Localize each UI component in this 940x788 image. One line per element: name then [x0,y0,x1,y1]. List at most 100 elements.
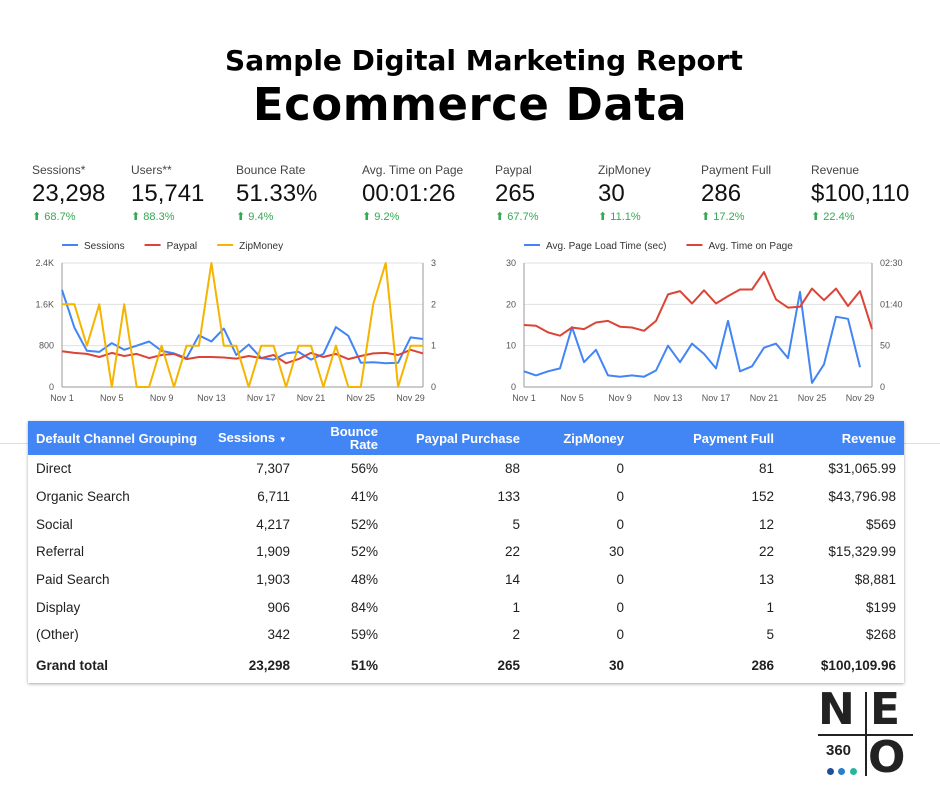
table-cell: 0 [616,489,624,505]
logo-letter-e: E [870,684,901,735]
kpi-value: 30 [598,180,625,207]
table-cell: 52% [350,544,378,560]
col-header-bounce-rate[interactable]: Bounce Rate [330,424,378,452]
table-cell: 30 [608,544,624,560]
logo-dot [827,768,834,775]
legend-label: Sessions [84,241,125,252]
kpi-value: 00:01:26 [362,180,456,207]
table-cell: Social [36,516,73,532]
y-left-tick-label: 800 [39,341,54,351]
kpi-revenue: Revenue $100,110 ⬆ 22.4% [811,163,909,223]
x-tick-label: Nov 21 [750,393,779,403]
table-cell: 81 [758,461,774,477]
kpi-value: 15,741 [131,180,205,207]
col-header-revenue[interactable]: Revenue [841,430,896,446]
load-time-chart: 0 10 20 30 0 50 01:40 02:30 Nov 1 Nov 5 Nov 9 Nov 1… [470,230,940,410]
x-tick-label: Nov 13 [197,393,226,403]
table-cell: 88 [504,461,520,477]
channel-table: Default Channel Grouping Sessions ▼ Boun… [28,421,904,683]
arrow-up-icon: ⬆ [811,211,821,223]
table-cell: 1 [512,599,520,615]
col-header-sessions[interactable]: Sessions ▼ [218,429,287,445]
y-left-tick-label: 1.6K [35,299,54,309]
y-right-tick-label: 50 [880,341,890,351]
table-total-cell: 51% [350,658,378,674]
neo360-logo: N E O 360 [818,688,913,780]
col-header-paypal-purchase[interactable]: Paypal Purchase [415,430,520,446]
legend-label: Paypal [167,241,198,252]
kpi-label: Avg. Time on Page [362,163,464,177]
table-row: Organic Search 6,711 41% 133 0 152 $43,796.98 [28,483,904,511]
table-cell: Organic Search [36,489,130,505]
table-cell: 6,711 [257,489,290,505]
kpi-value: 23,298 [32,180,106,207]
x-tick-label: Nov 17 [702,393,731,403]
table-cell: 2 [512,627,520,643]
table-cell: 41% [350,489,378,505]
kpi-zipmoney: ZipMoney 30 ⬆ 11.1% [598,163,651,223]
arrow-up-icon: ⬆ [236,211,246,223]
table-total-cell: 30 [608,658,624,674]
kpi-change: ⬆ 22.4% [811,211,855,223]
kpi-change: ⬆ 9.2% [362,211,400,223]
table-cell: 0 [616,599,624,615]
logo-dots [827,762,857,780]
kpi-value: 265 [495,180,536,207]
kpi-paypal: Paypal 265 ⬆ 67.7% [495,163,538,223]
sort-desc-icon: ▼ [278,434,287,444]
y-left-tick-label: 2.4K [35,258,54,268]
table-cell: 906 [267,599,290,615]
y-right-tick-label: 2 [431,299,436,309]
table-cell: Paid Search [36,572,110,588]
legend-label: ZipMoney [239,241,283,252]
y-right-tick-label: 1 [431,341,436,351]
y-right-tick-label: 02:30 [880,258,903,268]
table-row: Direct 7,307 56% 88 0 81 $31,065.99 [28,455,904,483]
table-row: Social 4,217 52% 5 0 12 $569 [28,510,904,538]
kpi-payment-full: Payment Full 286 ⬆ 17.2% [701,163,771,223]
col-header-channel[interactable]: Default Channel Grouping [36,430,198,446]
y-right-tick-label: 3 [431,258,436,268]
x-tick-label: Nov 25 [346,393,375,403]
kpi-label: Users** [131,163,172,177]
x-tick-label: Nov 5 [560,393,584,403]
kpi-label: Paypal [495,163,532,177]
kpi-value: 286 [701,180,742,207]
kpi-bounce-rate: Bounce Rate 51.33% ⬆ 9.4% [236,163,317,223]
series-line [62,262,423,388]
arrow-up-icon: ⬆ [701,211,711,223]
x-tick-label: Nov 9 [608,393,632,403]
report-subtitle: Sample Digital Marketing Report [225,44,743,77]
table-cell: 13 [758,572,774,588]
x-tick-label: Nov 5 [100,393,124,403]
kpi-change: ⬆ 11.1% [598,211,641,223]
table-cell: $15,329.99 [828,544,896,560]
series-line [61,348,424,365]
table-cell: 1,903 [256,572,290,588]
logo-number: 360 [826,742,852,759]
kpi-sessions: Sessions* 23,298 ⬆ 68.7% [32,163,105,223]
table-cell: $268 [865,627,896,643]
table-cell: 22 [504,544,520,560]
table-cell: 7,307 [256,461,290,477]
logo-letter-o: O [868,732,906,783]
col-header-payment-full[interactable]: Payment Full [693,430,774,446]
logo-horizontal-line [818,734,913,736]
x-tick-label: Nov 29 [396,393,425,403]
table-row: Display 906 84% 1 0 1 $199 [28,593,904,621]
table-cell: 52% [350,516,378,532]
table-cell: 0 [616,461,624,477]
col-header-zipmoney[interactable]: ZipMoney [563,430,624,446]
arrow-up-icon: ⬆ [131,211,141,223]
kpi-change: ⬆ 88.3% [131,211,175,223]
logo-letter-n: N [818,684,855,735]
x-tick-label: Nov 21 [297,393,326,403]
kpi-change: ⬆ 67.7% [495,211,539,223]
y-left-tick-label: 0 [511,382,516,392]
table-total-cell: Grand total [36,658,109,674]
sessions-chart: 0 800 1.6K 2.4K 0 1 2 3 Nov 1 Nov 5 Nov 9 Nov 13 Nov… [0,230,470,410]
arrow-up-icon: ⬆ [598,211,608,223]
table-cell: 5 [766,627,774,643]
kpi-value: 51.33% [236,180,318,207]
sessions-chart-svg: 0 800 1.6K 2.4K 0 1 2 3 Nov 1 Nov 5 Nov 9 Nov 13 Nov… [35,241,436,403]
